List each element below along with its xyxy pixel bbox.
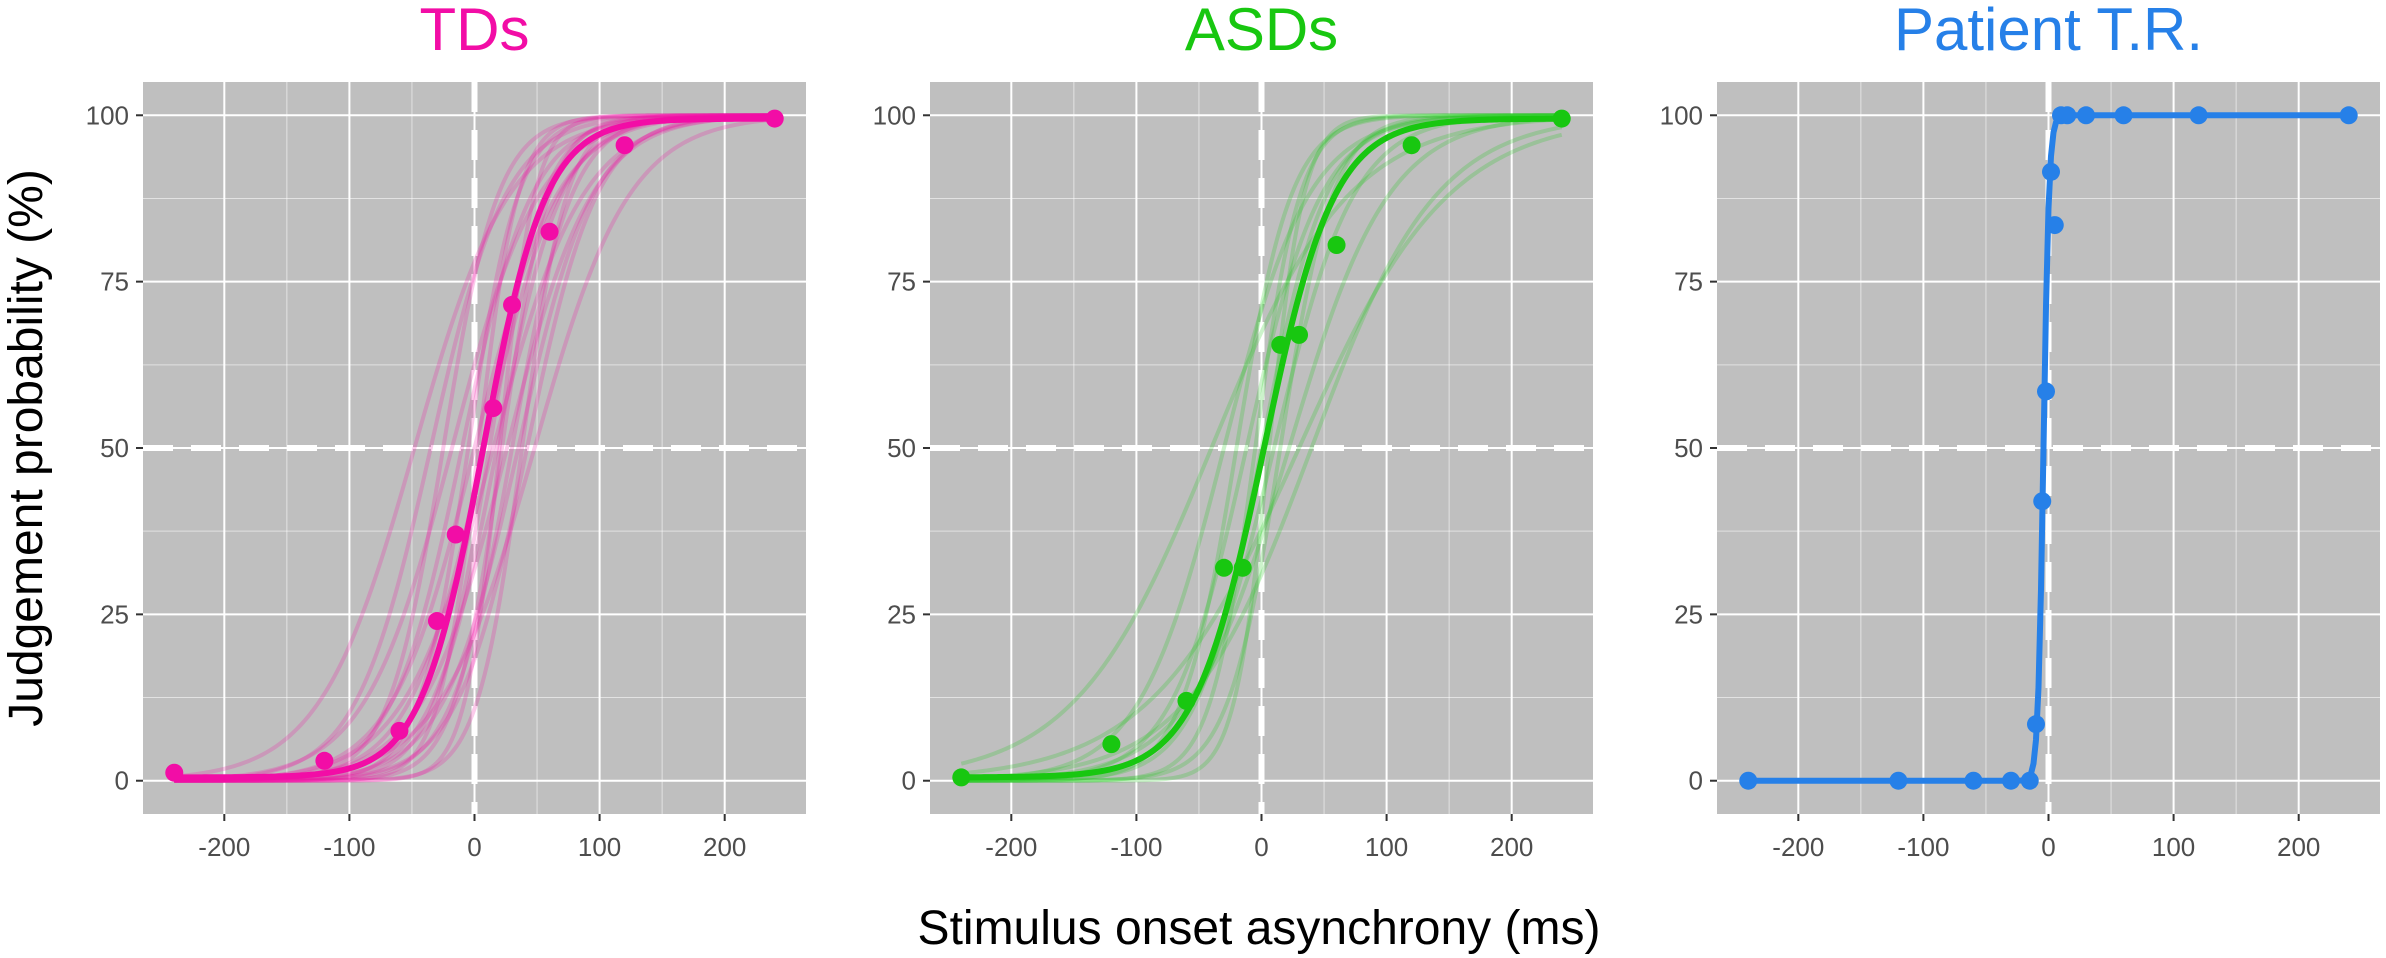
y-tick-label: 25 xyxy=(1674,599,1703,629)
data-point xyxy=(1233,558,1252,577)
individual-fit-line xyxy=(174,113,775,783)
individual-fit-line xyxy=(961,113,1562,783)
y-tick-label: 50 xyxy=(887,433,916,463)
y-tick-label: 75 xyxy=(100,267,129,297)
individual-fit-line xyxy=(174,113,775,783)
x-tick-label: -200 xyxy=(198,832,250,862)
data-point xyxy=(765,109,784,128)
individual-fit-line xyxy=(174,113,775,783)
panel-title: Patient T.R. xyxy=(1894,0,2203,63)
group-fit-line xyxy=(961,115,1562,781)
individual-fit-line xyxy=(174,113,775,783)
data-point xyxy=(1102,735,1121,754)
data-point xyxy=(2036,382,2055,401)
x-tick-label: 200 xyxy=(1490,832,1533,862)
y-tick-label: 0 xyxy=(115,766,129,796)
data-point xyxy=(1552,109,1571,128)
data-point xyxy=(2026,715,2045,734)
individual-fit-line xyxy=(174,113,775,783)
y-tick-label: 50 xyxy=(1674,433,1703,463)
y-tick-label: 75 xyxy=(887,267,916,297)
y-tick-label: 100 xyxy=(1660,100,1703,130)
individual-fit-line xyxy=(174,113,775,783)
y-tick-label: 100 xyxy=(873,100,916,130)
data-point xyxy=(446,525,465,544)
group-fit-line xyxy=(1748,112,2349,784)
y-tick-label: 25 xyxy=(100,599,129,629)
y-axis-label: Judgement probability (%) xyxy=(0,169,53,727)
data-point xyxy=(2114,106,2133,125)
x-tick-label: 200 xyxy=(703,832,746,862)
data-point xyxy=(2042,162,2061,181)
data-point xyxy=(2045,216,2064,235)
data-point xyxy=(1290,325,1309,344)
x-tick-label: 100 xyxy=(1365,832,1408,862)
x-tick-label: -100 xyxy=(323,832,375,862)
data-point xyxy=(2058,106,2077,125)
individual-fit-line xyxy=(961,125,1563,781)
x-axis-label: Stimulus onset asynchrony (ms) xyxy=(918,902,1601,955)
data-point xyxy=(1327,236,1346,255)
y-tick-label: 100 xyxy=(86,100,129,130)
x-tick-label: -200 xyxy=(1772,832,1824,862)
x-tick-label: 0 xyxy=(467,832,481,862)
y-tick-label: 25 xyxy=(887,599,916,629)
x-tick-label: 100 xyxy=(578,832,621,862)
x-tick-label: -100 xyxy=(1897,832,1949,862)
data-point xyxy=(2077,106,2096,125)
panel-3: -200 -100 0 100 200 0 25 50 75 100 Patient T.R. xyxy=(1660,0,2380,862)
panel-title: TDs xyxy=(420,0,530,63)
data-point xyxy=(503,295,522,314)
x-tick-label: 0 xyxy=(2041,832,2055,862)
x-tick-label: 100 xyxy=(2152,832,2195,862)
y-tick-label: 0 xyxy=(902,766,916,796)
y-tick-label: 75 xyxy=(1674,267,1703,297)
individual-fit-line xyxy=(174,113,775,783)
individual-fit-line xyxy=(961,132,1563,776)
individual-fit-line xyxy=(961,113,1562,782)
x-tick-label: 200 xyxy=(2277,832,2320,862)
individual-fit-line xyxy=(174,113,775,783)
data-point xyxy=(1214,558,1233,577)
data-point xyxy=(390,721,409,740)
data-point xyxy=(1402,136,1421,155)
data-point xyxy=(2001,771,2020,790)
data-point xyxy=(952,768,971,787)
data-point xyxy=(315,751,334,770)
x-tick-label: -200 xyxy=(985,832,1037,862)
x-tick-label: -100 xyxy=(1110,832,1162,862)
panel-2: -200 -100 0 100 200 0 25 50 75 100 ASDs xyxy=(873,0,1593,862)
y-tick-label: 50 xyxy=(100,433,129,463)
data-point xyxy=(2189,106,2208,125)
panel-1: -200 -100 0 100 200 0 25 50 75 100 TDs xyxy=(86,0,806,862)
data-point xyxy=(1964,771,1983,790)
individual-fit-line xyxy=(961,113,1562,783)
data-point xyxy=(540,222,559,241)
y-tick-label: 0 xyxy=(1689,766,1703,796)
group-fit-line xyxy=(174,115,775,781)
data-point xyxy=(2033,492,2052,511)
data-point xyxy=(1271,335,1290,354)
data-point xyxy=(1177,691,1196,710)
data-point xyxy=(1889,771,1908,790)
panel-title: ASDs xyxy=(1185,0,1338,63)
x-tick-label: 0 xyxy=(1254,832,1268,862)
data-point xyxy=(2339,106,2358,125)
data-point xyxy=(165,763,184,782)
data-point xyxy=(484,399,503,418)
data-point xyxy=(427,612,446,631)
individual-fit-line xyxy=(960,117,1562,766)
individual-fit-line xyxy=(961,113,1562,783)
individual-fit-line xyxy=(961,113,1562,783)
data-point xyxy=(2020,771,2039,790)
data-point xyxy=(1739,771,1758,790)
data-point xyxy=(615,136,634,155)
